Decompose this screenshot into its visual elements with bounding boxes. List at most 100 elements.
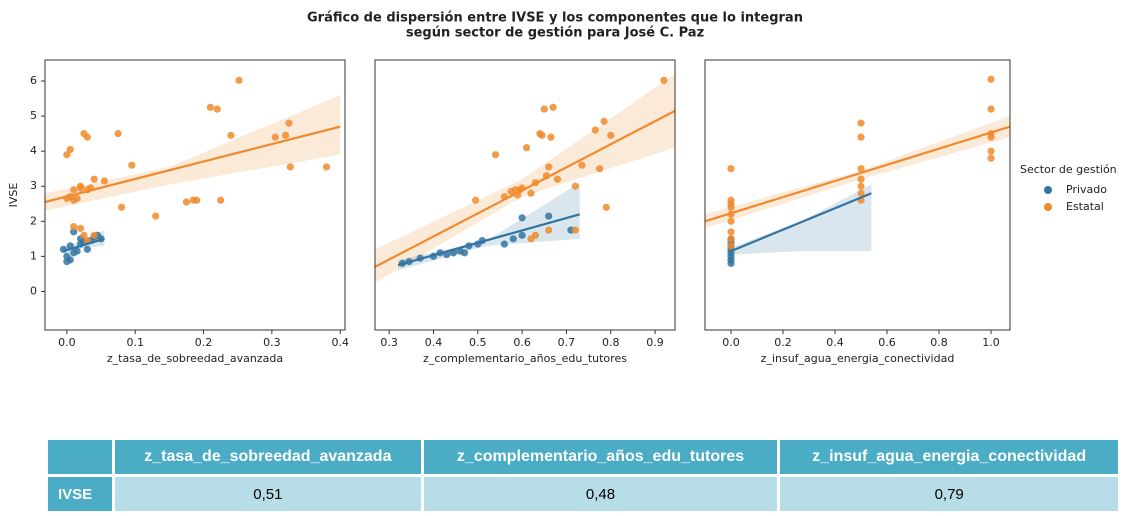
figure: Gráfico de dispersión entre IVSE y los c… <box>7 11 1117 366</box>
point <box>227 131 235 139</box>
y-tick-label: 1 <box>30 249 37 262</box>
point <box>987 75 995 83</box>
cell: 0,51 <box>115 477 421 511</box>
point <box>285 119 293 127</box>
x-tick-label: 0.2 <box>195 336 213 349</box>
row-label: IVSE <box>48 477 112 511</box>
x-tick-label: 0.5 <box>469 336 487 349</box>
regression-line <box>63 237 105 253</box>
point <box>571 226 579 234</box>
point <box>83 133 91 141</box>
x-tick-label: 0.3 <box>380 336 398 349</box>
y-axis-label: IVSE <box>7 183 20 208</box>
point <box>281 131 290 139</box>
point <box>114 130 122 138</box>
point <box>76 224 85 232</box>
x-tick-label: 0.7 <box>558 336 576 349</box>
legend-label: Estatal <box>1066 200 1104 213</box>
point <box>602 203 610 211</box>
header-cell: z_insuf_agua_energia_conectividad <box>780 440 1118 474</box>
confidence-band <box>705 116 1010 229</box>
point <box>73 247 81 255</box>
axes-frame <box>44 59 346 331</box>
point <box>518 231 526 239</box>
point <box>553 175 562 183</box>
x-tick-label: 0.4 <box>826 336 844 349</box>
point <box>727 196 735 204</box>
point <box>727 228 735 236</box>
point <box>545 226 553 234</box>
plot-area <box>375 74 675 283</box>
regression-line <box>375 109 675 268</box>
regression-line <box>730 192 872 253</box>
point <box>607 131 615 139</box>
regression-line <box>397 213 581 267</box>
point <box>271 133 279 141</box>
point <box>286 163 294 171</box>
point <box>76 184 85 192</box>
x-tick-label: 1.0 <box>982 336 1000 349</box>
point <box>522 144 531 152</box>
point <box>213 105 221 113</box>
x-axis-label: z_tasa_de_sobreedad_avanzada <box>107 352 283 365</box>
point <box>322 163 331 171</box>
point <box>193 196 201 204</box>
x-tick-label: 0.2 <box>774 336 792 349</box>
confidence-band <box>45 95 341 211</box>
plot-area <box>705 75 1010 267</box>
point <box>217 196 225 204</box>
cell: 0,79 <box>780 477 1118 511</box>
point <box>727 217 735 225</box>
point <box>857 182 865 190</box>
point <box>518 214 526 222</box>
point <box>547 133 555 141</box>
legend-marker <box>1044 203 1052 211</box>
header-cell: z_tasa_de_sobreedad_avanzada <box>115 440 421 474</box>
point <box>100 177 109 185</box>
y-tick-label: 4 <box>30 144 37 157</box>
point <box>987 147 995 155</box>
legend-title: Sector de gestión <box>1020 163 1117 176</box>
x-tick-label: 0.8 <box>930 336 948 349</box>
point <box>235 76 243 84</box>
point <box>660 76 668 84</box>
legend-label: Privado <box>1066 183 1107 196</box>
plot-area <box>45 76 341 266</box>
point <box>117 203 126 211</box>
point <box>90 231 98 239</box>
y-tick-label: 3 <box>30 179 37 192</box>
point <box>578 161 586 169</box>
x-tick-label: 0.1 <box>126 336 144 349</box>
point <box>857 119 865 127</box>
y-tick-label: 0 <box>30 284 37 297</box>
point <box>83 245 91 253</box>
point <box>540 105 548 113</box>
chart-title: Gráfico de dispersión entre IVSE y los c… <box>307 11 803 26</box>
point <box>571 182 579 190</box>
point <box>70 222 78 231</box>
x-tick-label: 0.9 <box>646 336 664 349</box>
x-tick-label: 0.4 <box>425 336 443 349</box>
header-cell: z_complementario_años_edu_tutores <box>423 440 778 474</box>
x-tick-label: 0.8 <box>602 336 620 349</box>
point <box>727 242 735 250</box>
point <box>460 249 469 257</box>
point <box>182 198 191 206</box>
point <box>491 151 500 159</box>
x-tick-label: 0.0 <box>722 336 740 349</box>
regression-line <box>705 125 1010 223</box>
point <box>857 189 865 197</box>
point <box>206 103 214 111</box>
point <box>66 256 74 264</box>
point <box>500 240 508 248</box>
point <box>80 231 88 239</box>
point <box>538 131 546 139</box>
point <box>70 186 78 194</box>
point <box>596 165 604 173</box>
x-axis-label: z_complementario_años_edu_tutores <box>423 352 627 365</box>
header-row: z_tasa_de_sobreedad_avanzada z_complemen… <box>48 440 1118 474</box>
x-tick-label: 0.6 <box>878 336 896 349</box>
point <box>549 103 557 111</box>
point <box>727 235 735 243</box>
